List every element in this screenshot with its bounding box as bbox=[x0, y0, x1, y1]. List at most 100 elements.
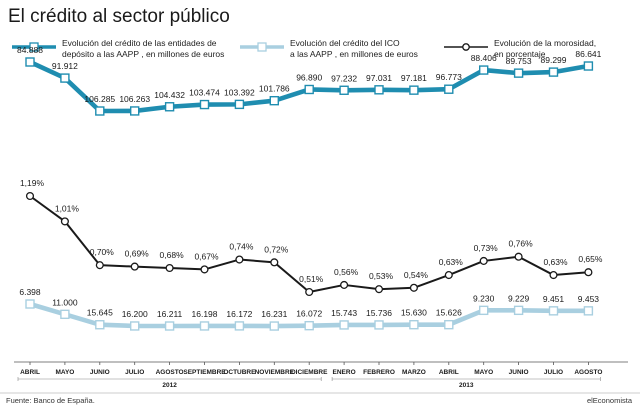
legend-swatch-marker bbox=[29, 42, 39, 52]
data-point bbox=[374, 285, 384, 294]
data-point bbox=[513, 68, 524, 78]
data-point bbox=[60, 217, 69, 226]
data-point bbox=[584, 268, 593, 277]
data-point bbox=[234, 99, 245, 110]
data-point bbox=[374, 320, 384, 330]
data-label: 101.786 bbox=[259, 84, 290, 94]
data-label: 16.200 bbox=[122, 309, 148, 319]
year-label: 2012 bbox=[162, 382, 177, 389]
data-point bbox=[339, 320, 349, 330]
data-point bbox=[444, 271, 453, 280]
data-label: 0,65% bbox=[578, 254, 603, 264]
data-point bbox=[164, 102, 175, 112]
series-credito-entidades: 84.888 91.912 106.285 106.263 104.432 103.474… bbox=[17, 45, 602, 116]
data-point bbox=[234, 321, 245, 331]
data-label: 15.630 bbox=[401, 308, 427, 318]
data-point bbox=[130, 262, 139, 271]
data-label: 9.453 bbox=[578, 294, 600, 304]
data-label: 15.736 bbox=[366, 308, 392, 318]
legend-label: en porcentaje bbox=[494, 49, 546, 59]
data-point bbox=[25, 57, 35, 67]
data-label: 86.641 bbox=[575, 49, 601, 59]
data-label: 6.398 bbox=[19, 287, 41, 297]
data-point bbox=[95, 106, 105, 116]
data-label: 103.474 bbox=[189, 88, 220, 98]
data-point bbox=[583, 306, 594, 316]
data-label: 106.285 bbox=[84, 94, 115, 104]
legend-swatch-marker bbox=[462, 43, 470, 51]
data-point bbox=[479, 305, 489, 316]
legend-label: Evolución del crédito de las entidades d… bbox=[62, 38, 217, 48]
data-label: 106.263 bbox=[119, 94, 150, 104]
data-point bbox=[374, 85, 384, 95]
tick-label: FEBRERO bbox=[363, 369, 395, 376]
tick-label: JUNIO bbox=[90, 369, 110, 376]
tick-label: ABRIL bbox=[20, 369, 40, 376]
data-point bbox=[304, 84, 314, 95]
data-point bbox=[129, 106, 140, 116]
data-label: 15.626 bbox=[436, 308, 462, 318]
tick-label: OCTUBRE bbox=[223, 369, 256, 376]
data-point bbox=[583, 61, 594, 71]
tick-label: NOVIEMBRE bbox=[255, 369, 295, 376]
data-point bbox=[199, 321, 210, 331]
tick-label: JULIO bbox=[544, 369, 563, 376]
data-point bbox=[60, 309, 70, 320]
series-credito-ico: 6.398 11.000 15.645 16.200 16.211 16.198 16.17… bbox=[19, 287, 600, 331]
data-point bbox=[25, 191, 35, 201]
data-point bbox=[95, 261, 104, 270]
data-label: 91.912 bbox=[52, 61, 78, 71]
data-point bbox=[269, 321, 279, 331]
data-point bbox=[305, 287, 314, 297]
data-label: 16.231 bbox=[261, 309, 287, 319]
data-point bbox=[200, 265, 209, 274]
tick-label: ABRIL bbox=[439, 369, 459, 376]
data-point bbox=[269, 95, 279, 106]
data-label: 104.432 bbox=[154, 90, 185, 100]
data-label: 0,72% bbox=[264, 244, 289, 254]
data-label: 88.406 bbox=[471, 53, 497, 63]
x-axis: ABRIL MAYO JUNIO JULIO AGOSTO SEPTIEMBREOCTUB… bbox=[14, 361, 628, 389]
data-label: 0,73% bbox=[474, 243, 499, 253]
data-point bbox=[164, 321, 175, 331]
tick-label: ENERO bbox=[333, 369, 356, 376]
data-label: 1,19% bbox=[20, 178, 45, 188]
data-label: 1,01% bbox=[55, 203, 80, 213]
data-label: 0,63% bbox=[439, 257, 464, 267]
data-label: 9.229 bbox=[508, 293, 530, 303]
legend: Evolución del crédito de las entidades d… bbox=[12, 38, 596, 59]
data-label: 0,51% bbox=[299, 274, 324, 284]
data-point bbox=[235, 255, 244, 264]
data-label: 9.451 bbox=[543, 294, 565, 304]
page-title: El crédito al sector público bbox=[8, 6, 230, 27]
data-point bbox=[479, 65, 489, 75]
tick-label: JUNIO bbox=[509, 369, 529, 376]
data-label: 16.172 bbox=[226, 309, 252, 319]
series-morosidad: 1,19% 1,01% 0,70% 0,69% 0,68% 0,67% 0,74% 0,72%… bbox=[20, 178, 603, 297]
data-label: 0,53% bbox=[369, 271, 394, 281]
year-label: 2013 bbox=[459, 382, 474, 389]
data-point bbox=[444, 319, 454, 330]
data-point bbox=[548, 306, 559, 316]
data-point bbox=[444, 84, 454, 94]
data-label: 0,68% bbox=[160, 250, 185, 260]
data-label: 11.000 bbox=[52, 297, 78, 307]
data-label: 96.890 bbox=[296, 72, 322, 82]
data-point bbox=[409, 85, 419, 95]
tick-label: MARZO bbox=[402, 369, 426, 376]
data-label: 16.072 bbox=[296, 309, 322, 319]
data-label: 16.211 bbox=[157, 309, 183, 319]
data-point bbox=[340, 280, 349, 289]
data-label: 0,76% bbox=[509, 239, 534, 249]
data-label: 89.753 bbox=[506, 56, 532, 66]
source-note: Fuente: Banco de España. bbox=[6, 396, 95, 405]
data-label: 89.299 bbox=[541, 55, 567, 65]
legend-label: a las AAPP , en millones de euros bbox=[290, 49, 418, 59]
data-label: 0,54% bbox=[404, 270, 429, 280]
data-label: 15.645 bbox=[87, 308, 113, 318]
tick-label: JULIO bbox=[125, 369, 144, 376]
data-label: 0,56% bbox=[334, 267, 359, 277]
legend-label: Evolución de la morosidad, bbox=[494, 38, 596, 48]
data-label: 0,74% bbox=[229, 242, 254, 252]
